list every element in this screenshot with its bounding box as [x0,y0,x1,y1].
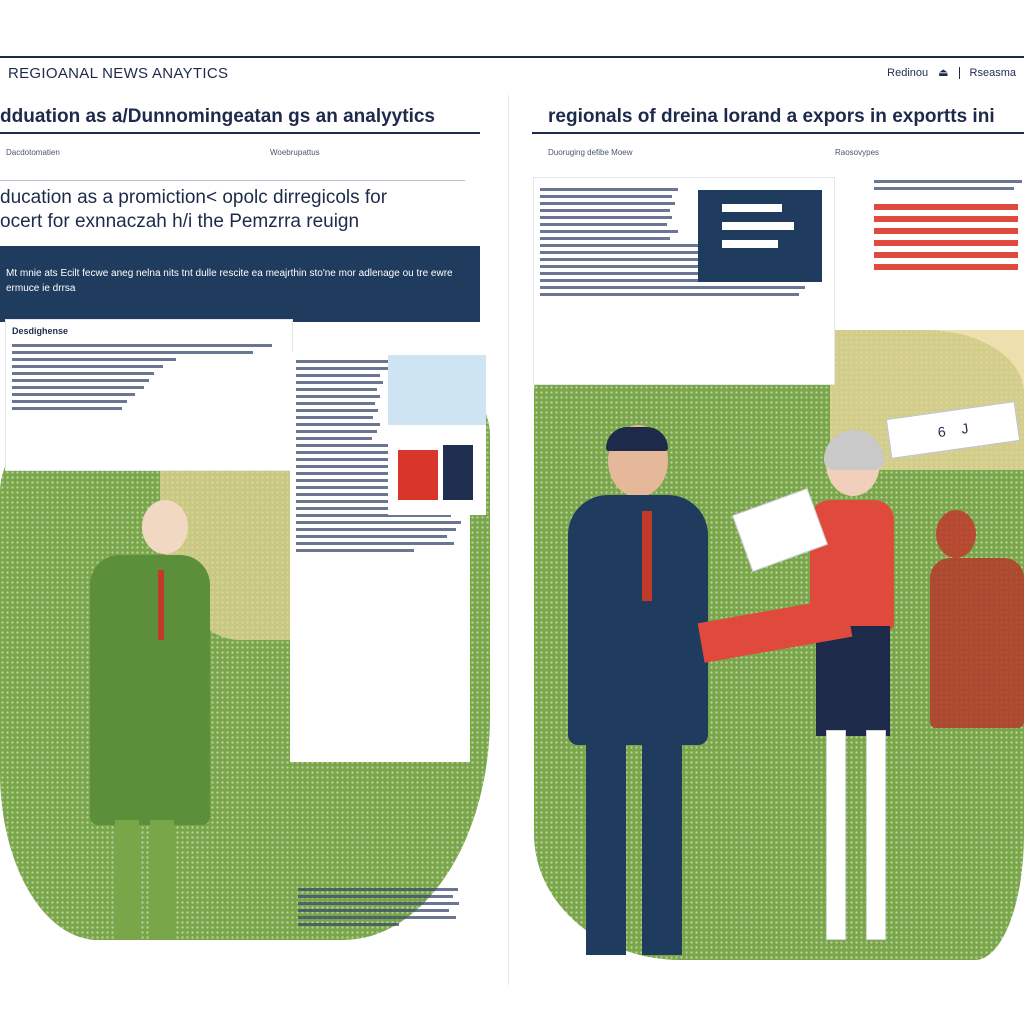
left-subhead-rule [0,180,465,181]
businesswoman-illustration [780,430,940,950]
left-subhead-line-1: ducation as a promiction< opolc dirregic… [0,187,388,208]
left-highlight-box: Mt mnie ats Ecilt fecwe aneg nelna nits … [0,246,480,322]
left-photo-inset [388,355,486,515]
menu-icon[interactable]: ⏏ [938,67,949,79]
right-card-text [534,178,834,296]
tag-number-2: J [960,419,970,437]
left-subhead-line-2: ocert for exnnaczah h/i the Pemzrra reui… [0,211,360,232]
left-info-card: Desdighense [6,320,292,470]
left-person-illustration [60,500,220,960]
spread-gutter [508,95,509,985]
right-stripe-banner [868,176,1024,308]
businessman-illustration [556,425,736,965]
right-meta-right: Raosovypes [835,148,880,157]
right-headline-rule [532,132,1024,134]
left-meta-left: Dacdotomatien [6,148,60,157]
nav-separator [958,66,960,79]
left-headline: dduation as a/Dunnomingeatan gs an analy… [0,106,435,127]
right-article-card [534,178,834,384]
right-card-chart-thumbnail [698,190,822,282]
left-card-text [6,344,292,410]
left-footnote-text [292,880,472,950]
right-meta-left: Duoruging defibe Moew [548,148,633,157]
background-person-illustration [930,510,1024,730]
left-meta-right: Woebrupattus [270,148,320,157]
nav-link-1[interactable]: Redinou [887,66,929,79]
left-card-title: Desdighense [12,326,69,336]
masthead: REGIOANAL NEWS ANAYTICS Redinou ⏏ Rseasm… [0,56,1024,88]
right-headline: regionals of dreina lorand a expors in e… [548,106,995,127]
site-title: REGIOANAL NEWS ANAYTICS [8,65,229,82]
nav-link-2[interactable]: Rseasma [969,66,1016,79]
top-navigation: Redinou ⏏ Rseasma [887,66,1016,79]
left-headline-rule [0,132,480,134]
